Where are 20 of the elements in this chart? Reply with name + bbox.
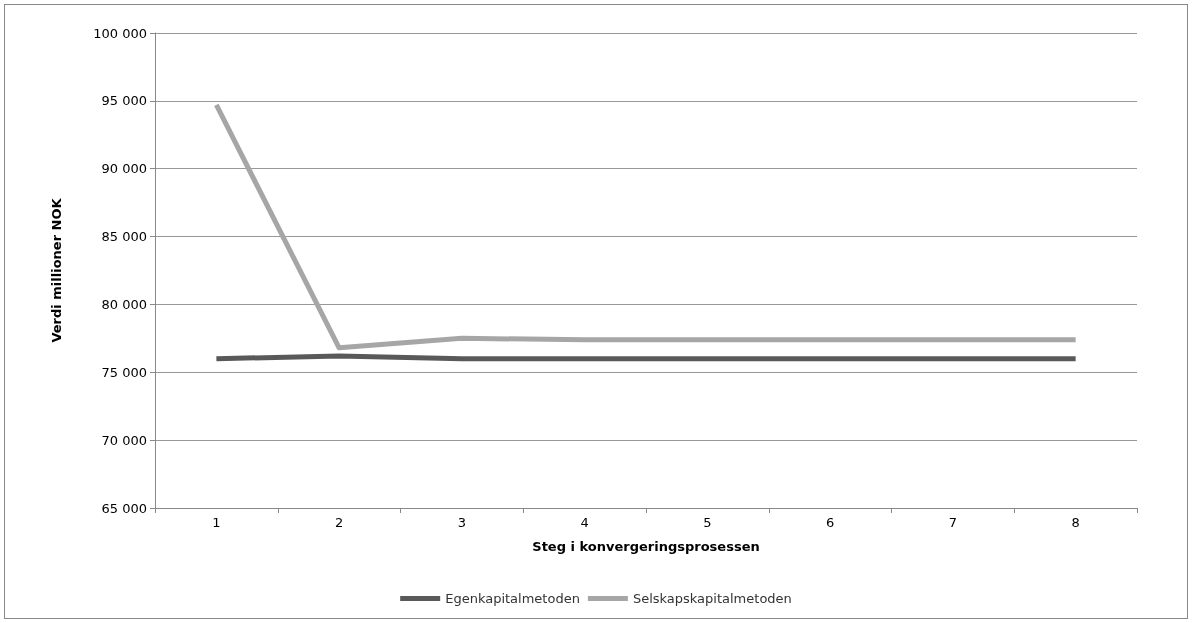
x-tick-label: 5 [703, 515, 712, 530]
legend-label: Selskapskapitalmetoden [632, 591, 792, 606]
legend-label: Egenkapitalmetoden [445, 591, 580, 606]
y-axis-title: Verdi millioner NOK [49, 197, 64, 343]
x-tick-label: 6 [825, 515, 835, 530]
x-tick-label: 1 [212, 515, 221, 530]
x-tick-label: 8 [1071, 515, 1080, 530]
y-tick-label: 80 000 [101, 296, 147, 312]
y-tick-label: 95 000 [101, 93, 147, 109]
y-tick-label: 100 000 [93, 25, 147, 41]
y-tick-label: 70 000 [101, 432, 147, 448]
x-tick-label: 4 [580, 515, 589, 530]
x-axis-title: Steg i konvergeringsprosessen [532, 539, 760, 554]
y-tick-label: 75 000 [101, 364, 147, 380]
x-tick-label: 7 [948, 515, 958, 530]
y-tick-label: 85 000 [101, 229, 147, 245]
x-tick-label: 3 [457, 515, 467, 530]
x-tick-label: 2 [334, 515, 344, 530]
y-tick-label: 90 000 [101, 161, 147, 177]
y-tick-label: 65 000 [101, 500, 147, 516]
